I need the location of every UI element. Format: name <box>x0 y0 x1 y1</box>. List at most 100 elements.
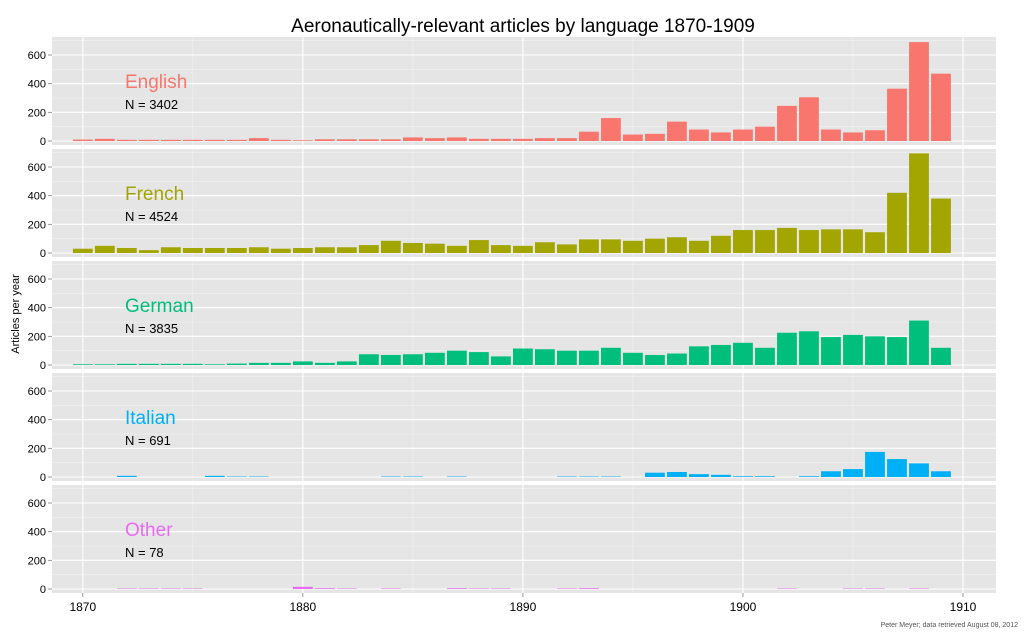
bar-french-1873 <box>138 250 159 253</box>
bar-french-1907 <box>887 192 907 253</box>
bar-french-1906 <box>865 232 885 253</box>
series-count-label: N = 4524 <box>125 209 178 224</box>
bar-french-1885 <box>402 242 423 253</box>
bar-english-1888 <box>468 138 489 141</box>
bar-german-1892 <box>557 350 577 365</box>
series-count-label: N = 78 <box>125 545 164 560</box>
bar-french-1877 <box>226 247 247 253</box>
bar-french-1905 <box>843 229 863 253</box>
bar-french-1909 <box>931 198 951 253</box>
bar-french-1902 <box>777 227 797 253</box>
y-tick-label: 200 <box>28 219 46 231</box>
bar-english-1870 <box>72 139 93 141</box>
y-tick-label: 0 <box>40 584 46 596</box>
x-tick-label: 1890 <box>510 600 537 614</box>
bar-german-1891 <box>535 349 555 365</box>
bar-english-1905 <box>843 132 863 141</box>
bar-english-1898 <box>689 129 709 141</box>
bar-french-1897 <box>667 237 687 253</box>
series-count-label: N = 3835 <box>125 321 178 336</box>
bar-italian-1901 <box>755 476 775 477</box>
bar-french-1889 <box>490 245 511 253</box>
bar-english-1897 <box>667 121 687 141</box>
facet-english: 0 200 400 600 English N = 3402 <box>28 37 996 148</box>
x-tick-label: 1870 <box>69 600 96 614</box>
bar-italian-1872 <box>116 475 137 477</box>
bar-german-1874 <box>160 363 181 365</box>
bar-french-1904 <box>821 229 841 253</box>
bar-french-1880 <box>292 247 313 253</box>
bar-french-1870 <box>72 248 93 253</box>
bar-french-1899 <box>711 235 731 253</box>
bar-english-1878 <box>248 138 269 141</box>
bar-french-1876 <box>204 247 225 253</box>
series-label: Italian <box>125 408 176 429</box>
bar-french-1896 <box>645 238 665 253</box>
y-tick-label: 600 <box>28 162 46 174</box>
y-axis-label: Articles per year <box>10 274 22 354</box>
bar-english-1892 <box>557 138 577 141</box>
bar-english-1906 <box>865 130 885 141</box>
bar-german-1871 <box>94 364 115 365</box>
series-label: French <box>125 184 184 205</box>
bar-english-1885 <box>402 137 423 141</box>
bar-german-1875 <box>182 363 203 365</box>
bar-english-1887 <box>446 137 467 141</box>
bar-english-1877 <box>226 139 247 141</box>
bar-german-1907 <box>887 337 907 365</box>
x-axis: 1870 1880 1890 1900 1910 <box>69 593 977 614</box>
bar-german-1894 <box>601 347 621 365</box>
bar-french-1893 <box>579 239 599 253</box>
bar-english-1874 <box>160 139 181 141</box>
y-tick-label: 400 <box>28 79 46 91</box>
bar-german-1886 <box>424 352 445 365</box>
bar-german-1887 <box>446 350 467 365</box>
y-tick-label: 400 <box>28 527 46 539</box>
bar-german-1893 <box>579 350 599 365</box>
bar-french-1881 <box>314 247 335 253</box>
bar-english-1871 <box>94 138 115 141</box>
panel-background <box>52 373 996 481</box>
bar-german-1889 <box>490 356 511 365</box>
bar-english-1872 <box>116 139 137 141</box>
x-tick-label: 1910 <box>950 600 977 614</box>
bar-french-1882 <box>336 247 357 253</box>
bar-english-1881 <box>314 139 335 141</box>
bar-italian-1907 <box>887 459 907 477</box>
bar-italian-1906 <box>865 451 885 477</box>
bar-french-1875 <box>182 247 203 253</box>
bar-english-1895 <box>623 134 643 141</box>
bar-german-1901 <box>755 347 775 365</box>
y-tick-label: 200 <box>28 107 46 119</box>
bar-german-1885 <box>402 354 423 365</box>
bar-english-1900 <box>733 129 753 141</box>
bar-german-1896 <box>645 354 665 365</box>
bar-french-1874 <box>160 247 181 253</box>
y-tick-label: 400 <box>28 303 46 315</box>
x-tick-label: 1900 <box>730 600 757 614</box>
y-tick-label: 0 <box>40 248 46 260</box>
bar-english-1880 <box>292 140 313 141</box>
bar-english-1876 <box>204 139 225 141</box>
bar-french-1886 <box>424 243 445 253</box>
bar-german-1873 <box>138 363 159 365</box>
bar-german-1895 <box>623 352 643 365</box>
bar-french-1898 <box>689 240 709 253</box>
bar-german-1882 <box>336 361 357 365</box>
bar-german-1881 <box>314 362 335 365</box>
bar-other-1881 <box>314 588 335 589</box>
bar-german-1906 <box>865 336 885 365</box>
facet-french: 0 200 400 600 French N = 4524 <box>28 149 996 260</box>
bar-french-1892 <box>557 244 577 253</box>
y-tick-label: 200 <box>28 443 46 455</box>
bar-italian-1876 <box>204 475 225 477</box>
bar-german-1870 <box>72 364 93 365</box>
bar-italian-1904 <box>821 471 841 477</box>
bar-english-1899 <box>711 132 731 141</box>
bar-english-1896 <box>645 133 665 141</box>
bar-german-1884 <box>380 354 401 365</box>
bar-german-1899 <box>711 344 731 365</box>
bar-german-1900 <box>733 342 753 365</box>
bar-french-1878 <box>248 247 269 253</box>
